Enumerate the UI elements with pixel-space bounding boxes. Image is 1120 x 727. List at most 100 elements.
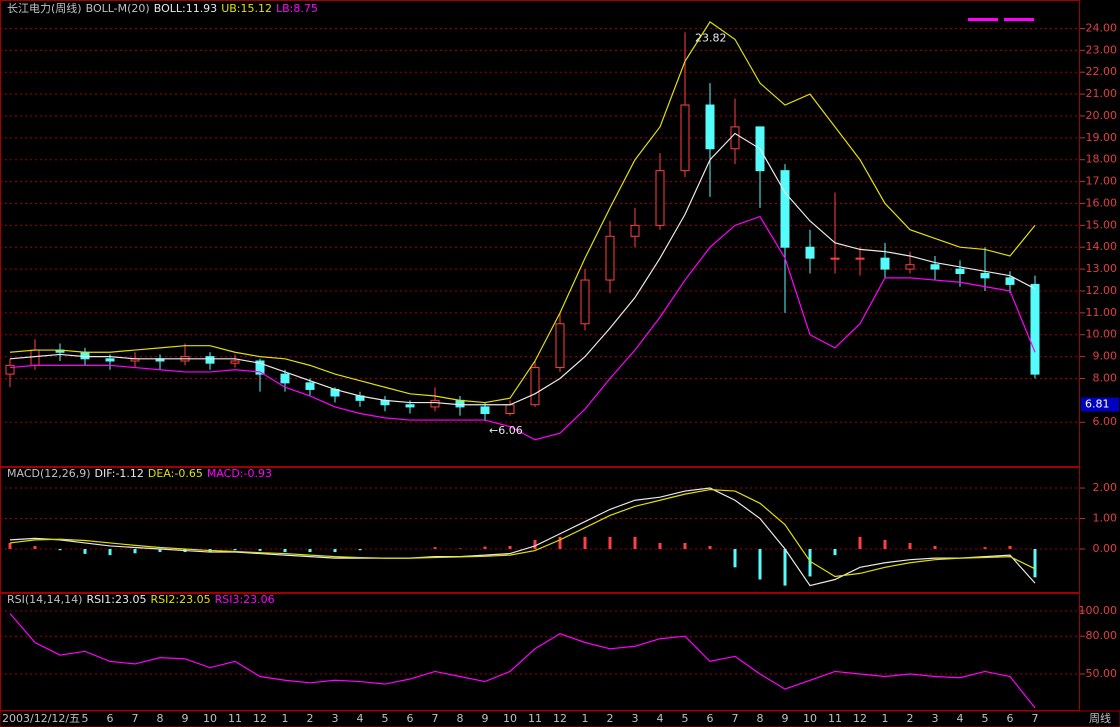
y-tick-label: 23.00 xyxy=(1086,43,1118,56)
y-tick-label: 10.00 xyxy=(1086,328,1118,341)
x-tick-label: 6 xyxy=(407,712,414,725)
candle-body xyxy=(530,367,540,406)
x-tick-label: 5 xyxy=(982,712,989,725)
x-tick-label: 7 xyxy=(432,712,439,725)
legend-entry: UB:15.12 xyxy=(221,2,272,15)
x-tick-label: 10 xyxy=(503,712,517,725)
y-tick-label: 6.00 xyxy=(1093,415,1118,428)
candle-body xyxy=(780,170,790,248)
legend-entry: RSI2:23.05 xyxy=(151,593,211,606)
legend-entry: RSI3:23.06 xyxy=(215,593,275,606)
candle-body xyxy=(705,104,715,150)
legend-entry: BOLL:11.93 xyxy=(154,2,217,15)
candle-body xyxy=(5,364,15,375)
x-tick-label: 10 xyxy=(803,712,817,725)
x-tick-label: 5 xyxy=(382,712,389,725)
x-tick-label: 1 xyxy=(582,712,589,725)
candle-body xyxy=(930,264,940,270)
y-tick-label: 22.00 xyxy=(1086,65,1118,78)
x-tick-label: 6 xyxy=(107,712,114,725)
legend-entry: MACD:-0.93 xyxy=(207,467,272,480)
x-tick-label: 5 xyxy=(82,712,89,725)
x-tick-label: 4 xyxy=(357,712,364,725)
x-tick-label: 10 xyxy=(203,712,217,725)
candle-body xyxy=(905,264,915,270)
candle-body xyxy=(255,360,265,375)
x-tick-label: 7 xyxy=(132,712,139,725)
candle-body xyxy=(630,224,640,237)
candle-body xyxy=(855,257,865,260)
x-tick-label: 1 xyxy=(282,712,289,725)
x-tick-label: 7 xyxy=(1032,712,1039,725)
y-tick-label: 18.00 xyxy=(1086,153,1118,166)
y-tick-label: 11.00 xyxy=(1086,306,1118,319)
x-tick-label: 9 xyxy=(182,712,189,725)
candle-body xyxy=(955,268,965,274)
series-line xyxy=(9,21,1036,404)
indicator-name: BOLL-M(20) xyxy=(86,2,150,15)
y-tick-label: 2.00 xyxy=(1093,481,1118,494)
high-annotation: 23.82 xyxy=(695,31,727,44)
y-tick-label: 24.00 xyxy=(1086,21,1118,34)
series-line xyxy=(9,215,1036,441)
y-tick-label: 1.00 xyxy=(1093,512,1118,525)
x-tick-label: 8 xyxy=(757,712,764,725)
series-line xyxy=(9,487,1036,587)
candle-body xyxy=(405,404,415,408)
candle-body xyxy=(605,235,615,281)
x-tick-label: 3 xyxy=(932,712,939,725)
candle-body xyxy=(680,104,690,172)
candle-body xyxy=(1030,283,1040,375)
candle-body xyxy=(30,349,40,366)
panel-title: MACD(12,26,9) xyxy=(7,467,91,480)
candle-body xyxy=(480,406,490,414)
x-tick-label: 11 xyxy=(528,712,542,725)
y-tick-label: 15.00 xyxy=(1086,218,1118,231)
y-tick-label: 17.00 xyxy=(1086,175,1118,188)
series-line xyxy=(9,613,1036,709)
x-tick-label: 4 xyxy=(657,712,664,725)
candle-body xyxy=(230,360,240,364)
series-line xyxy=(9,488,1036,578)
x-tick-label: 9 xyxy=(782,712,789,725)
x-tick-label: 9 xyxy=(482,712,489,725)
x-tick-label: 3 xyxy=(632,712,639,725)
panel-header: 长江电力(周线) BOLL-M(20) BOLL:11.93 UB:15.12 LB:8… xyxy=(7,1,318,15)
x-tick-label: 6 xyxy=(1007,712,1014,725)
x-tick-label: 2 xyxy=(907,712,914,725)
panel-title: RSI(14,14,14) xyxy=(7,593,82,606)
y-tick-label: 12.00 xyxy=(1086,284,1118,297)
last-price-label: 6.81 xyxy=(1085,398,1110,411)
y-tick-label: 14.00 xyxy=(1086,240,1118,253)
x-tick-label: 8 xyxy=(457,712,464,725)
candle-body xyxy=(430,399,440,408)
x-tick-label: 3 xyxy=(332,712,339,725)
x-axis-strip xyxy=(0,710,1120,727)
x-tick-label: 7 xyxy=(732,712,739,725)
panel-header: RSI(14,14,14) RSI1:23.05 RSI2:23.05 RSI3:23… xyxy=(7,593,275,606)
candle-body xyxy=(105,358,115,362)
y-tick-label: 19.00 xyxy=(1086,131,1118,144)
y-tick-label: 16.00 xyxy=(1086,196,1118,209)
candle-body xyxy=(280,373,290,384)
x-tick-label: 6 xyxy=(707,712,714,725)
x-tick-label: 1 xyxy=(882,712,889,725)
x-tick-label: 4 xyxy=(957,712,964,725)
period-label: 周线 xyxy=(1089,711,1111,725)
marker xyxy=(1004,18,1034,21)
x-tick-label: 12 xyxy=(553,712,567,725)
legend-entry: RSI1:23.05 xyxy=(86,593,146,606)
y-tick-label: 80.00 xyxy=(1086,629,1118,642)
low-annotation: ←6.06 xyxy=(489,424,523,437)
panel-title: 长江电力(周线) xyxy=(7,1,82,15)
series-line xyxy=(9,132,1036,406)
candle-body xyxy=(655,170,665,226)
candle-body xyxy=(555,323,565,369)
y-tick-label: 8.00 xyxy=(1093,371,1118,384)
y-tick-label: 100.00 xyxy=(1079,604,1118,617)
y-tick-label: 13.00 xyxy=(1086,262,1118,275)
candle-body xyxy=(505,404,515,414)
candle-body xyxy=(205,356,215,364)
candle-body xyxy=(1005,277,1015,285)
